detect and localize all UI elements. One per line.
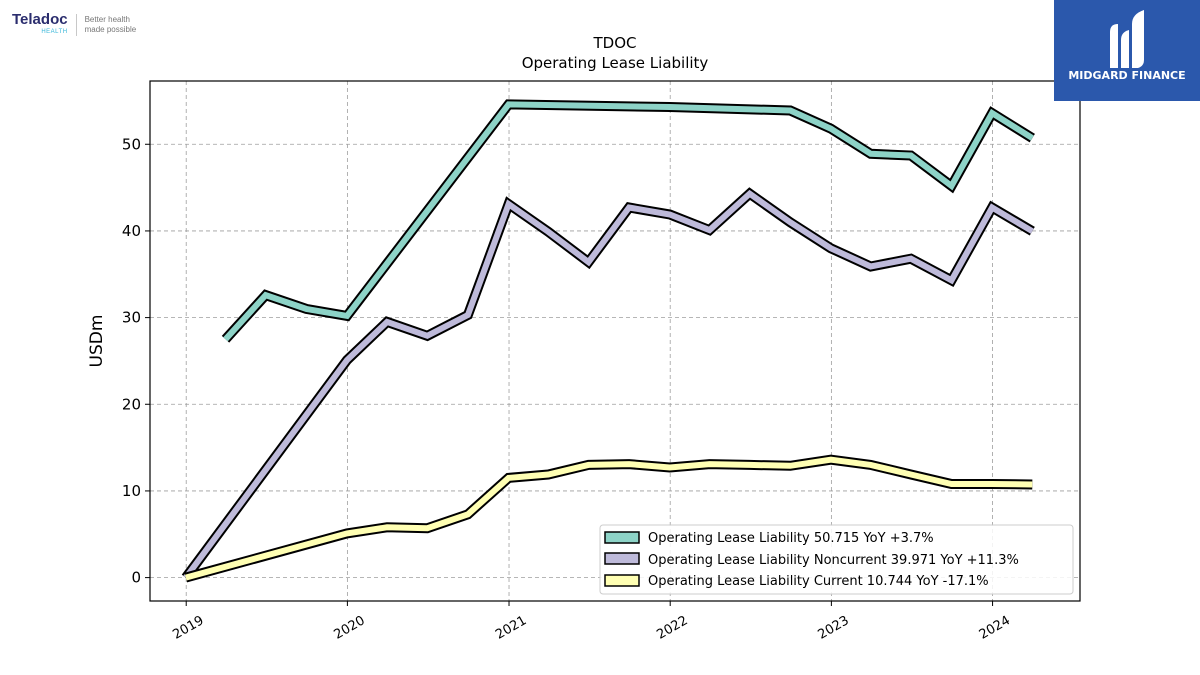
legend-swatch-total [604, 531, 640, 544]
legend-label-noncurrent: Operating Lease Liability Noncurrent 39.… [648, 553, 1019, 568]
x-axis-ticks: 2019 2020 2021 2022 2023 2024 [170, 601, 1013, 643]
midgard-finance-name: MIDGARD FINANCE [1068, 69, 1186, 82]
plot-frame [149, 80, 1081, 602]
x-tick-label: 2020 [332, 613, 368, 643]
chart-subtitle: Operating Lease Liability [522, 54, 709, 72]
legend-frame [599, 524, 1074, 595]
x-tick-label: 2024 [977, 613, 1013, 643]
legend: Operating Lease Liability 50.715 YoY +3.… [599, 524, 1074, 595]
midgard-finance-logo: MIDGARD FINANCE [1054, 0, 1200, 101]
teladoc-wordmark: Teladoc [12, 11, 68, 28]
grid [150, 81, 1080, 601]
y-tick-label: 10 [122, 482, 141, 500]
x-tick-label: 2021 [493, 613, 529, 643]
series-line [223, 101, 1034, 342]
series-line [183, 189, 1034, 580]
legend-label-total: Operating Lease Liability 50.715 YoY +3.… [648, 531, 934, 546]
teladoc-logo: Teladoc HEALTH Better health made possib… [12, 12, 136, 36]
legend-swatch-noncurrent [604, 552, 640, 565]
series-noncurrent [181, 187, 1035, 581]
teladoc-health-label: HEALTH [41, 29, 68, 35]
x-tick-label: 2019 [170, 613, 206, 643]
logo-divider [75, 14, 77, 36]
series-line [185, 456, 1033, 581]
teladoc-tagline-line1: Better health [84, 15, 130, 24]
y-tick-label: 0 [131, 569, 141, 587]
y-tick-label: 30 [122, 309, 141, 327]
series-lines [181, 99, 1035, 583]
series-current [184, 454, 1033, 583]
midgard-m-icon [1110, 10, 1144, 68]
x-tick-label: 2023 [816, 613, 852, 643]
y-tick-label: 50 [122, 135, 141, 153]
y-tick-label: 40 [122, 222, 141, 240]
legend-label-current: Operating Lease Liability Current 10.744… [648, 574, 989, 589]
legend-swatch-current [604, 574, 640, 587]
chart-title: TDOC [593, 34, 637, 52]
series-line-outline [221, 99, 1035, 343]
y-axis-label: USDm [87, 315, 107, 368]
series-total [221, 99, 1035, 343]
x-tick-label: 2022 [654, 613, 690, 643]
series-line-outline [181, 187, 1035, 581]
teladoc-tagline-line2: made possible [84, 25, 137, 34]
y-tick-label: 20 [122, 395, 141, 413]
y-axis-ticks: 0 10 20 30 40 50 [122, 135, 150, 587]
